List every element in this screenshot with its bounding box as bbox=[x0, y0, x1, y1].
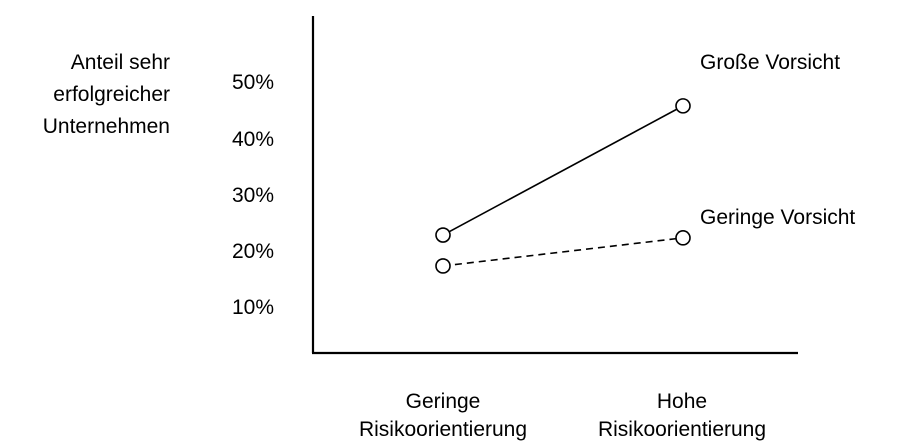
series-line-2 bbox=[442, 237, 684, 267]
x-category-label-low-risk: Geringe Risikoorientierung bbox=[333, 388, 553, 444]
x-category-label-line: Hohe bbox=[656, 390, 708, 413]
y-tick-label: 50% bbox=[231, 71, 274, 95]
series-label-grosse-vorsicht: Große Vorsicht bbox=[700, 51, 841, 74]
y-tick-label: 30% bbox=[231, 183, 274, 207]
data-point-series-1-cat-1 bbox=[435, 227, 451, 243]
x-category-label-high-risk: Hohe Risikoorientierung bbox=[572, 388, 792, 444]
y-tick-label: 10% bbox=[231, 296, 274, 320]
x-category-label-line: Geringe bbox=[405, 390, 481, 413]
y-tick-label: 20% bbox=[231, 239, 274, 263]
x-category-label-line: Risikoorientierung bbox=[358, 418, 528, 441]
data-point-series-2-cat-1 bbox=[435, 258, 451, 274]
y-axis-label-line-3: Unternehmen bbox=[42, 115, 170, 138]
y-axis-label-line-1: Anteil sehr bbox=[70, 51, 170, 74]
x-category-label-line: Risikoorientierung bbox=[597, 418, 767, 441]
y-axis-label-line-2: erfolgreicher bbox=[53, 83, 170, 106]
series-line-1 bbox=[442, 105, 684, 236]
data-point-series-1-cat-2 bbox=[675, 98, 691, 114]
data-point-series-2-cat-2 bbox=[675, 230, 691, 246]
series-label-geringe-vorsicht: Geringe Vorsicht bbox=[700, 206, 856, 229]
y-tick-label: 40% bbox=[231, 127, 274, 151]
